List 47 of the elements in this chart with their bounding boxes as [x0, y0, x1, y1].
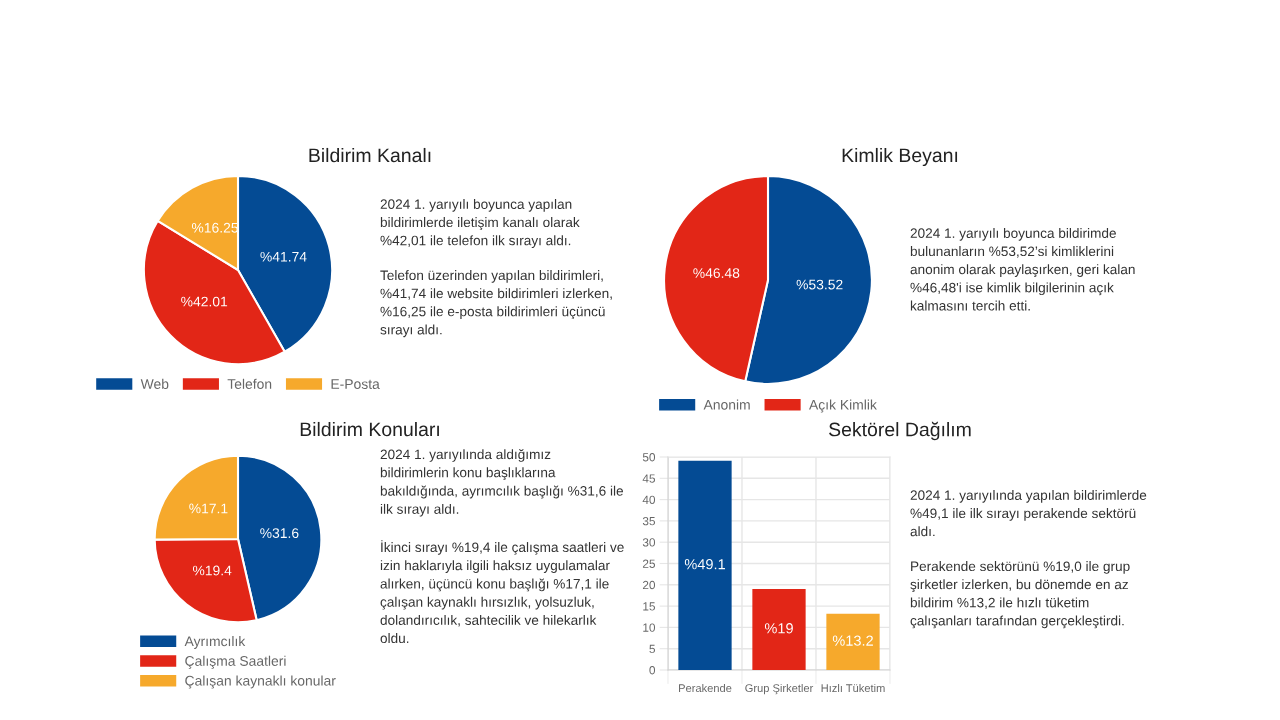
- text: Telefon üzerinden yapılan bildirimleri, %41,74 ile website bildirimleri izlerken, %16,25 ile e-posta bildirimleri üçüncü sırayı aldı.: [380, 270, 612, 338]
- legend-label: Açık Kimlik: [809, 399, 877, 413]
- data-label: %46.48: [693, 268, 740, 278]
- legend-label: Web: [140, 378, 169, 389]
- y-tick-label: 0: [649, 666, 656, 675]
- data-label: %16.25: [191, 222, 238, 233]
- data-label: %17.1: [189, 503, 228, 514]
- bar: [678, 460, 732, 670]
- chart-title: Sektörel Dağılım: [829, 421, 971, 441]
- y-tick-label: 45: [642, 474, 656, 483]
- bar: [826, 613, 880, 670]
- y-tick-label: 15: [643, 602, 656, 611]
- y-tick-label: 50: [642, 453, 656, 462]
- text: 2024 1. yarıyılı boyunca bildirimde bulunanların %53,52’si kimliklerini anonim olarak paylaşırken, geri kalan %46,48'i ise kimlik bilgilerinin açık kalmasını tercih etti.: [910, 228, 1135, 311]
- legend-label: E-Posta: [331, 379, 380, 389]
- y-tick-label: 5: [649, 644, 656, 654]
- text: 2024 1. yarıyılında aldığımız bildirimlerin konu başlıklarına bakıldığında, ayrımcılık başlığı %31,6 ile ilk sırayı aldı.: [380, 449, 624, 517]
- chart-title: Bildirim Kanalı: [309, 147, 431, 163]
- data-label: %41.74: [260, 251, 307, 262]
- legend-label: Çalışma Saatleri: [185, 655, 286, 669]
- data-label: %31.6: [260, 528, 299, 539]
- x-tick-label: Hızlı Tüketim: [821, 683, 885, 693]
- x-tick-label: Perakende: [679, 683, 732, 693]
- legend-label: Ayrımcılık: [184, 636, 246, 649]
- text: 2024 1. yarıyılı boyunca yapılan bildirimlerde iletişim kanalı olarak %42,01 ile telefon ilk sırayı aldı.: [380, 199, 580, 248]
- y-tick-label: 20: [642, 580, 656, 590]
- legend-label: Çalışan kaynaklı konular: [185, 675, 336, 689]
- text: 2024 1. yarıyılında yapılan bildirimlerde %49,1 ile ilk sırayı perakende sektörü aldı.: [910, 490, 1147, 537]
- legend-label: Telefon: [227, 378, 272, 389]
- data-label: %49.1: [684, 559, 725, 570]
- data-label: %13.2: [832, 635, 873, 646]
- legend-label: Anonim: [703, 399, 750, 410]
- y-tick-label: 30: [642, 538, 656, 547]
- text: Perakende sektörünü %19,0 ile grup şirketler izlerken, bu dönemde en az bildirim %13,2 ile hızlı tüketim çalışanları tarafından gerçekleştirdi.: [910, 561, 1130, 629]
- y-tick-label: 10: [643, 623, 656, 632]
- bar: [752, 589, 806, 670]
- data-label: %19: [764, 623, 793, 634]
- data-label: %42.01: [181, 296, 228, 307]
- text: İkinci sırayı %19,4 ile çalışma saatleri ve izin haklarıyla ilgili haksız uygulamalar alırken, üçüncü konu başlığı %17,1 ile çalışan kaynaklı hırsızlık, yolsuzluk, dolandırıcılık, sahtecilik ve hilekarlık oldu.: [380, 540, 624, 644]
- y-tick-label: 40: [642, 495, 656, 504]
- x-tick-label: Grup Şirketler: [745, 683, 814, 695]
- y-tick-label: 35: [642, 516, 656, 526]
- chart-title: Kimlik Beyanı: [842, 147, 958, 167]
- chart-title: Bildirim Konuları: [300, 421, 439, 437]
- data-label: %53.52: [796, 279, 843, 290]
- y-tick-label: 25: [642, 559, 656, 568]
- data-label: %19.4: [192, 565, 232, 576]
